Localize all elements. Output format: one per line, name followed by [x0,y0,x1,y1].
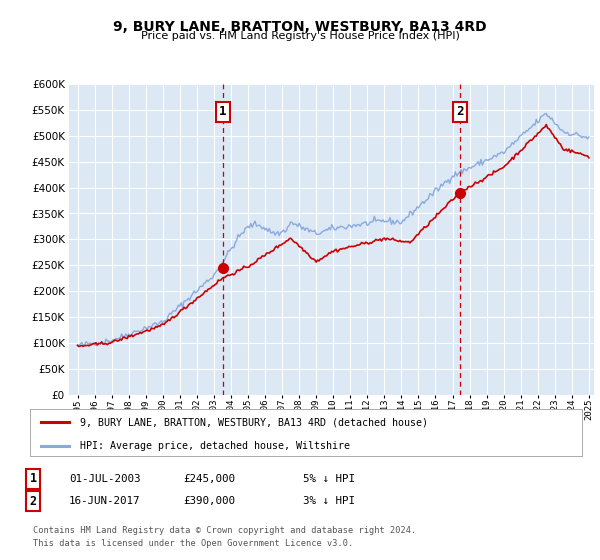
Text: 1: 1 [220,105,227,119]
Text: 9, BURY LANE, BRATTON, WESTBURY, BA13 4RD: 9, BURY LANE, BRATTON, WESTBURY, BA13 4R… [113,20,487,34]
Text: £390,000: £390,000 [183,496,235,506]
Text: 16-JUN-2017: 16-JUN-2017 [69,496,140,506]
Text: 3% ↓ HPI: 3% ↓ HPI [303,496,355,506]
Text: £245,000: £245,000 [183,474,235,484]
Text: 1: 1 [29,472,37,486]
Text: HPI: Average price, detached house, Wiltshire: HPI: Average price, detached house, Wilt… [80,441,350,451]
Text: Contains HM Land Registry data © Crown copyright and database right 2024.: Contains HM Land Registry data © Crown c… [33,526,416,535]
Text: 2: 2 [457,105,464,119]
Text: Price paid vs. HM Land Registry's House Price Index (HPI): Price paid vs. HM Land Registry's House … [140,31,460,41]
Text: This data is licensed under the Open Government Licence v3.0.: This data is licensed under the Open Gov… [33,539,353,548]
Text: 01-JUL-2003: 01-JUL-2003 [69,474,140,484]
Text: 2: 2 [29,494,37,508]
Text: 9, BURY LANE, BRATTON, WESTBURY, BA13 4RD (detached house): 9, BURY LANE, BRATTON, WESTBURY, BA13 4R… [80,417,428,427]
Text: 5% ↓ HPI: 5% ↓ HPI [303,474,355,484]
